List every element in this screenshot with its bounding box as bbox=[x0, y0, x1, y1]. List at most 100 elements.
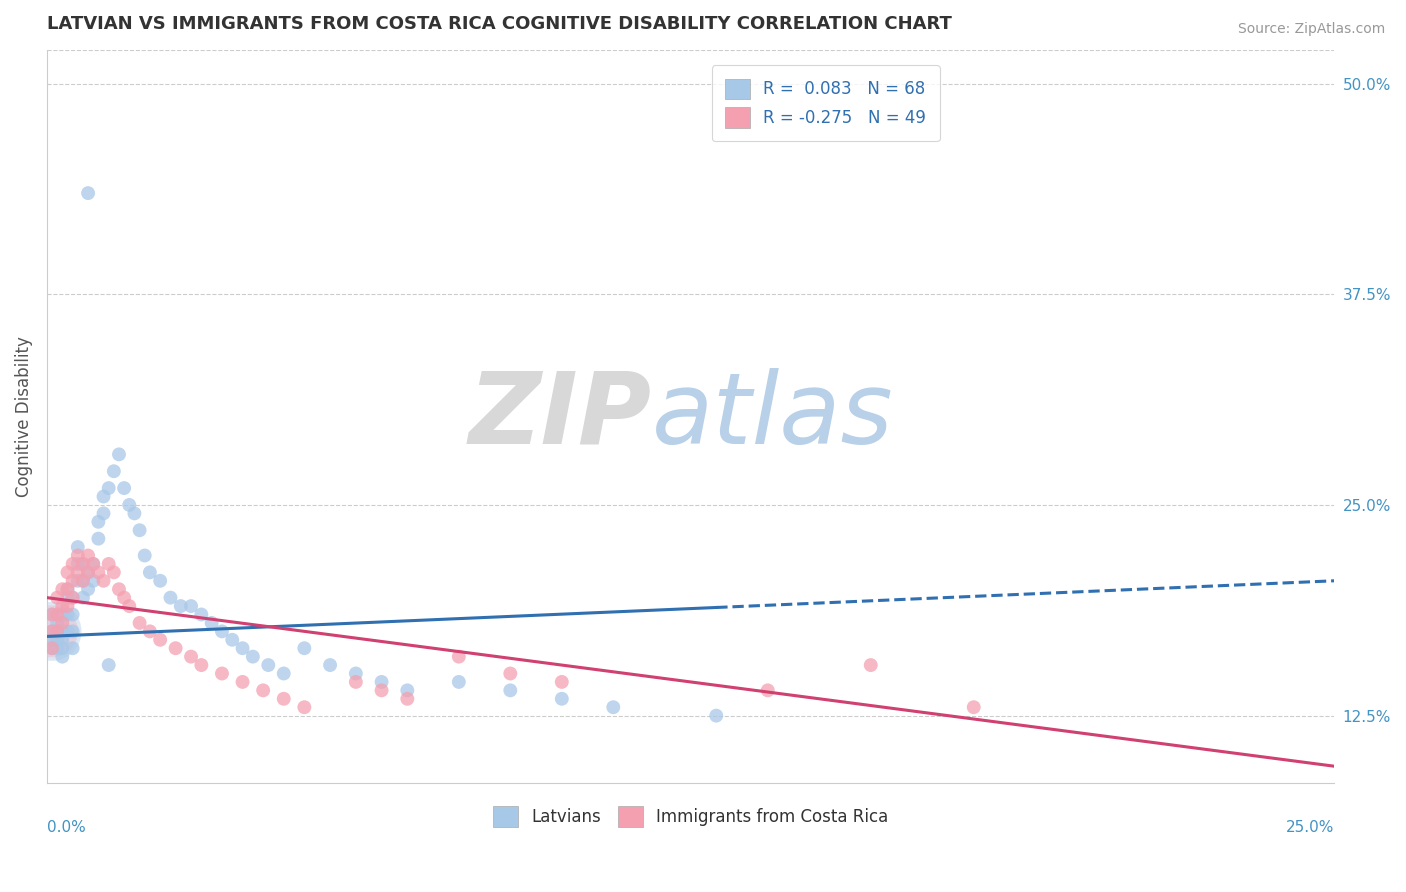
Point bbox=[56, 591, 79, 605]
Point bbox=[46, 624, 69, 639]
Point bbox=[46, 641, 69, 656]
Point bbox=[103, 566, 125, 580]
Point bbox=[201, 615, 224, 630]
Point bbox=[41, 624, 63, 639]
Point bbox=[108, 447, 131, 461]
Point bbox=[149, 574, 172, 588]
Point bbox=[252, 683, 274, 698]
Point bbox=[77, 582, 100, 597]
Point bbox=[66, 566, 89, 580]
Point bbox=[602, 700, 624, 714]
Point bbox=[46, 632, 69, 647]
Point bbox=[51, 641, 73, 656]
Point bbox=[139, 566, 162, 580]
Point bbox=[51, 624, 73, 639]
Point bbox=[46, 591, 69, 605]
Point bbox=[87, 566, 110, 580]
Point bbox=[56, 607, 79, 622]
Point bbox=[62, 591, 84, 605]
Point bbox=[66, 549, 89, 563]
Point bbox=[165, 641, 187, 656]
Point bbox=[159, 591, 181, 605]
Point bbox=[118, 498, 141, 512]
Point bbox=[41, 624, 63, 639]
Point bbox=[211, 624, 233, 639]
Point bbox=[170, 599, 193, 613]
Point bbox=[756, 683, 779, 698]
Point bbox=[56, 566, 79, 580]
Point bbox=[56, 599, 79, 613]
Point bbox=[46, 615, 69, 630]
Point bbox=[273, 691, 295, 706]
Point bbox=[41, 632, 63, 647]
Point bbox=[292, 641, 315, 656]
Point bbox=[108, 582, 131, 597]
Point bbox=[77, 186, 100, 200]
Point bbox=[149, 632, 172, 647]
Point bbox=[62, 574, 84, 588]
Point bbox=[134, 549, 156, 563]
Point bbox=[46, 624, 69, 639]
Point bbox=[77, 566, 100, 580]
Point bbox=[87, 532, 110, 546]
Point bbox=[273, 666, 295, 681]
Point bbox=[82, 557, 104, 571]
Point bbox=[72, 557, 94, 571]
Point bbox=[232, 674, 254, 689]
Point bbox=[51, 599, 73, 613]
Point bbox=[66, 557, 89, 571]
Point bbox=[963, 700, 986, 714]
Point bbox=[41, 607, 63, 622]
Point bbox=[87, 515, 110, 529]
Point bbox=[56, 582, 79, 597]
Point bbox=[396, 683, 419, 698]
Point bbox=[242, 649, 264, 664]
Text: ZIP: ZIP bbox=[470, 368, 652, 465]
Point bbox=[51, 582, 73, 597]
Point bbox=[551, 691, 574, 706]
Point bbox=[344, 666, 367, 681]
Point bbox=[93, 574, 115, 588]
Point bbox=[551, 674, 574, 689]
Point bbox=[447, 674, 470, 689]
Point bbox=[56, 582, 79, 597]
Point bbox=[46, 607, 69, 622]
Point bbox=[128, 615, 150, 630]
Point bbox=[62, 591, 84, 605]
Point bbox=[62, 624, 84, 639]
Point bbox=[56, 624, 79, 639]
Point bbox=[128, 523, 150, 537]
Point bbox=[97, 481, 120, 495]
Text: atlas: atlas bbox=[652, 368, 894, 465]
Text: Source: ZipAtlas.com: Source: ZipAtlas.com bbox=[1237, 22, 1385, 37]
Point bbox=[859, 658, 882, 673]
Point bbox=[72, 574, 94, 588]
Point bbox=[370, 683, 392, 698]
Point bbox=[180, 599, 202, 613]
Point bbox=[93, 507, 115, 521]
Text: 25.0%: 25.0% bbox=[1286, 820, 1334, 835]
Point bbox=[112, 481, 135, 495]
Point bbox=[77, 566, 100, 580]
Point bbox=[66, 574, 89, 588]
Point bbox=[190, 658, 212, 673]
Point bbox=[370, 674, 392, 689]
Point bbox=[319, 658, 342, 673]
Point bbox=[51, 632, 73, 647]
Point bbox=[499, 666, 522, 681]
Point bbox=[62, 607, 84, 622]
Point bbox=[211, 666, 233, 681]
Point bbox=[41, 624, 63, 639]
Point bbox=[103, 464, 125, 478]
Point bbox=[62, 557, 84, 571]
Point bbox=[118, 599, 141, 613]
Point bbox=[41, 624, 63, 639]
Point bbox=[77, 549, 100, 563]
Point bbox=[499, 683, 522, 698]
Point bbox=[139, 624, 162, 639]
Point bbox=[190, 607, 212, 622]
Point bbox=[41, 641, 63, 656]
Point bbox=[72, 557, 94, 571]
Point bbox=[257, 658, 280, 673]
Point bbox=[221, 632, 243, 647]
